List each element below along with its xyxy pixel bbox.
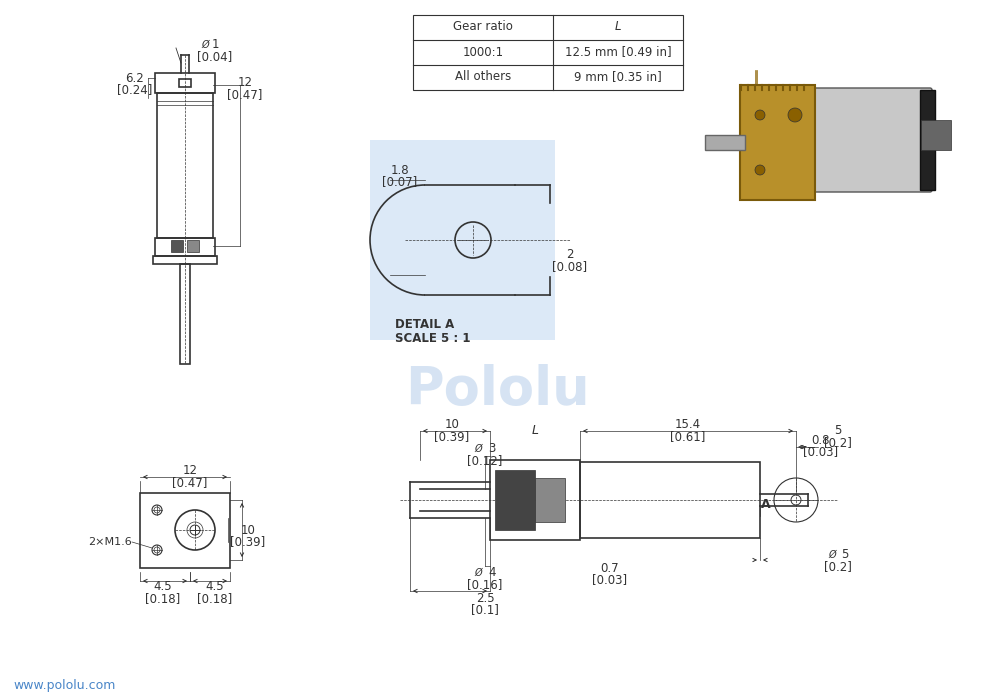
Text: [0.03]: [0.03] (802, 445, 838, 458)
Circle shape (787, 108, 801, 122)
Text: [0.47]: [0.47] (227, 88, 262, 102)
Text: 15.4: 15.4 (674, 419, 701, 431)
Text: 4: 4 (487, 566, 495, 580)
Bar (370, 140, 555, 340)
Text: 12: 12 (238, 76, 252, 90)
Text: SCALE 5 : 1: SCALE 5 : 1 (395, 332, 470, 344)
Text: 5: 5 (840, 549, 848, 561)
Bar (489, 460, 580, 540)
Text: A: A (760, 498, 770, 512)
Bar (920, 120, 950, 150)
Text: [0.08]: [0.08] (552, 260, 587, 274)
Text: 9 mm [0.35 in]: 9 mm [0.35 in] (574, 71, 661, 83)
Text: Gear ratio: Gear ratio (452, 20, 513, 34)
Bar (157, 93, 213, 238)
Text: [0.07]: [0.07] (382, 176, 417, 188)
Text: [0.1]: [0.1] (470, 603, 498, 617)
Bar (179, 79, 191, 87)
Text: L: L (614, 20, 620, 34)
Text: 12.5 mm [0.49 in]: 12.5 mm [0.49 in] (565, 46, 671, 59)
Bar (155, 73, 215, 93)
Text: Pololu: Pololu (405, 364, 588, 416)
Text: Ø: Ø (474, 444, 481, 454)
Bar (180, 264, 190, 364)
Text: 0.8: 0.8 (811, 433, 829, 447)
Text: 10: 10 (444, 419, 459, 431)
Bar (153, 256, 217, 264)
Bar (155, 238, 215, 256)
Text: Ø: Ø (828, 550, 835, 560)
Bar (705, 135, 745, 150)
Bar (140, 493, 230, 568)
Circle shape (754, 165, 764, 175)
Text: [0.47]: [0.47] (172, 477, 208, 489)
Text: [0.2]: [0.2] (823, 561, 851, 573)
Text: [0.16]: [0.16] (467, 578, 502, 592)
Text: Ø: Ø (474, 568, 481, 578)
Text: 1000:1: 1000:1 (462, 46, 503, 59)
Text: [0.03]: [0.03] (591, 573, 627, 587)
Text: 10: 10 (241, 524, 255, 536)
Text: [0.18]: [0.18] (145, 592, 181, 606)
Text: [0.24]: [0.24] (117, 83, 152, 97)
Text: 12: 12 (182, 465, 197, 477)
Text: 1: 1 (211, 38, 219, 52)
Text: [0.12]: [0.12] (467, 454, 502, 468)
Bar (413, 15, 682, 90)
Text: 5: 5 (834, 424, 841, 438)
Text: 0.7: 0.7 (600, 561, 618, 575)
Text: 2: 2 (566, 248, 574, 262)
Text: [0.39]: [0.39] (434, 430, 469, 444)
Bar (919, 90, 934, 190)
Text: [0.18]: [0.18] (197, 592, 233, 606)
Text: [0.04]: [0.04] (197, 50, 233, 64)
Bar (187, 240, 199, 252)
Text: 6.2: 6.2 (125, 71, 144, 85)
Text: 1.8: 1.8 (391, 164, 409, 176)
Bar (535, 478, 565, 522)
Bar (740, 85, 814, 200)
Text: 4.5: 4.5 (153, 580, 172, 594)
Text: L: L (531, 424, 538, 438)
Text: 2.5: 2.5 (475, 592, 494, 605)
Text: All others: All others (454, 71, 511, 83)
Bar (580, 462, 759, 538)
Text: [0.61]: [0.61] (670, 430, 705, 444)
Text: www.pololu.com: www.pololu.com (14, 678, 116, 692)
Text: 2×M1.6: 2×M1.6 (88, 537, 132, 547)
Bar (171, 240, 183, 252)
Text: [0.2]: [0.2] (823, 437, 851, 449)
Text: Ø: Ø (201, 40, 209, 50)
Text: 4.5: 4.5 (206, 580, 224, 594)
Text: 3: 3 (487, 442, 495, 456)
Text: [0.39]: [0.39] (231, 536, 265, 549)
FancyBboxPatch shape (782, 88, 931, 192)
Bar (494, 470, 535, 530)
Text: DETAIL A: DETAIL A (395, 318, 454, 332)
Circle shape (754, 110, 764, 120)
